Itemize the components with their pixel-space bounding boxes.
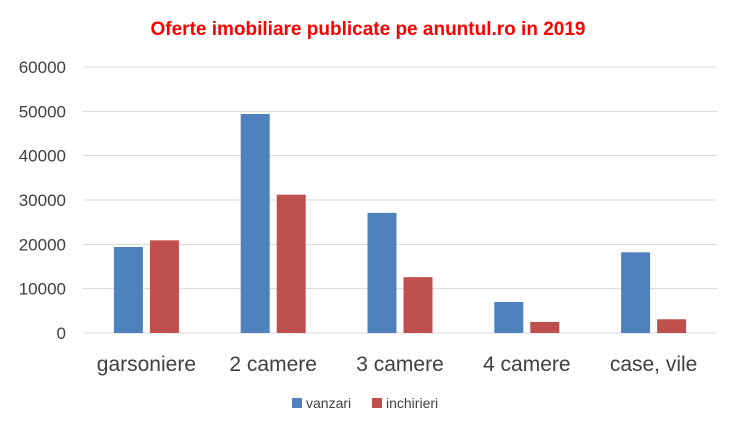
x-tick-label: 3 camere (356, 353, 444, 376)
y-tick-label: 20000 (19, 235, 66, 254)
legend-swatch-inchirieri (372, 398, 382, 408)
y-tick-label: 60000 (19, 58, 66, 77)
bar-vanzari-2 (367, 212, 397, 333)
x-tick-label: 2 camere (229, 353, 317, 376)
bar-vanzari-0 (113, 246, 143, 333)
y-tick-label: 10000 (19, 280, 66, 299)
x-tick-label: garsoniere (97, 353, 196, 376)
y-tick-label: 0 (57, 324, 66, 343)
legend-label-inchirieri: inchirieri (386, 395, 438, 411)
y-axis-ticks: 0 10000 20000 30000 40000 50000 60000 (19, 58, 66, 343)
chart-title: Oferte imobiliare publicate pe anuntul.r… (151, 19, 586, 40)
bar-inchirieri-0 (149, 240, 179, 333)
gridlines (83, 66, 717, 334)
bar-inchirieri-4 (657, 319, 687, 333)
y-tick-label: 40000 (19, 147, 66, 166)
bar-inchirieri-3 (530, 321, 560, 333)
x-axis-ticks: garsoniere 2 camere 3 camere 4 camere case, … (97, 353, 698, 376)
legend-swatch-vanzari (292, 398, 302, 408)
bar-inchirieri-2 (403, 277, 433, 333)
bars (113, 113, 687, 333)
bar-vanzari-3 (494, 301, 524, 333)
bar-vanzari-4 (621, 252, 651, 333)
x-tick-label: case, vile (610, 353, 698, 376)
bar-inchirieri-1 (276, 194, 306, 333)
legend: vanzari inchirieri (292, 395, 438, 411)
y-tick-label: 50000 (19, 102, 66, 121)
bar-vanzari-1 (240, 113, 270, 333)
y-tick-label: 30000 (19, 191, 66, 210)
legend-label-vanzari: vanzari (306, 395, 351, 411)
x-tick-label: 4 camere (483, 353, 571, 376)
